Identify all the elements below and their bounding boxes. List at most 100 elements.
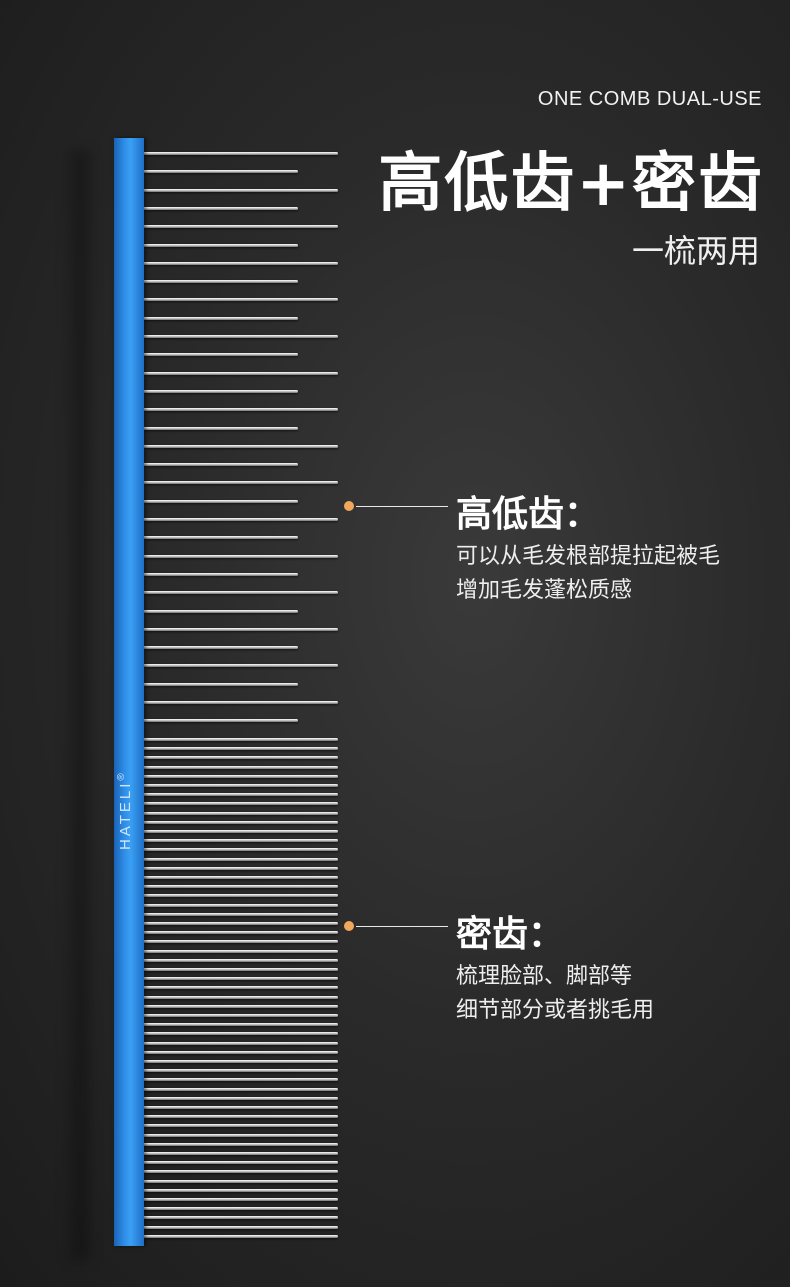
comb-tooth: [144, 243, 298, 247]
comb-tooth: [144, 1225, 338, 1229]
comb-tooth: [144, 1004, 338, 1008]
registered-mark: ®: [116, 773, 127, 781]
comb-tooth: [144, 774, 338, 778]
comb-tooth: [144, 1198, 338, 1201]
callout-desc-line: 细节部分或者挑毛用: [456, 998, 655, 1023]
comb-tooth: [144, 1188, 338, 1192]
comb-tooth: [144, 1041, 338, 1045]
comb-tooth: [144, 335, 338, 338]
comb-tooth: [144, 408, 338, 412]
comb-tooth: [144, 664, 338, 668]
comb-tooth: [144, 885, 338, 889]
comb-tooth: [144, 1023, 338, 1027]
comb-tooth: [144, 518, 338, 521]
comb-tooth: [144, 316, 298, 320]
comb-tooth: [144, 1207, 338, 1211]
comb-tooth: [144, 857, 338, 861]
comb-tooth: [144, 931, 338, 935]
comb-tooth: [144, 280, 298, 284]
comb-tooth: [144, 1161, 338, 1165]
comb-tooth: [144, 261, 338, 265]
comb-tooth: [144, 820, 338, 824]
comb-tooth: [144, 426, 298, 430]
callout-dot: [344, 501, 354, 511]
comb-tooth: [144, 1124, 338, 1128]
comb-tooth: [144, 793, 338, 797]
comb-tooth: [144, 903, 338, 907]
comb-tooth: [144, 481, 338, 485]
comb-tooth: [144, 876, 338, 879]
comb-tooth: [144, 627, 338, 631]
comb-tooth: [144, 866, 338, 870]
comb-tooth: [144, 1087, 338, 1091]
comb-tooth: [144, 206, 298, 210]
callout-desc-dense-teeth: 梳理脸部、脚部等 细节部分或者挑毛用: [456, 960, 654, 1028]
comb-tooth: [144, 830, 338, 833]
callout-title-dense-teeth: 密齿：: [456, 914, 565, 955]
callout-desc-line: 梳理脸部、脚部等: [456, 964, 633, 989]
comb-tooth: [144, 463, 298, 467]
comb-tooth: [144, 1106, 338, 1109]
tagline: 一梳两用: [631, 232, 760, 270]
comb-tooth: [144, 784, 338, 787]
comb-tooth: [144, 646, 298, 650]
comb-tooth: [144, 977, 338, 981]
brand-logo: HATELI®: [116, 773, 134, 850]
comb-tooth: [144, 1170, 338, 1174]
callout-desc-line: 可以从毛发根部提拉起被毛: [456, 544, 721, 569]
subtitle-en: ONE COMB DUAL-USE: [537, 88, 762, 110]
comb-tooth: [144, 848, 338, 852]
comb-tooth: [144, 958, 338, 962]
callout-leader-line: [356, 506, 448, 507]
comb-tooth: [144, 225, 338, 229]
comb-tooth: [144, 839, 338, 843]
comb-tooth: [144, 1142, 338, 1146]
comb-tooth: [144, 188, 338, 192]
comb-tooth: [144, 1216, 338, 1220]
comb-tooth: [144, 389, 298, 393]
comb-tooth: [144, 371, 338, 375]
comb-tooth: [144, 1032, 338, 1036]
comb-tooth: [144, 591, 338, 595]
comb-shadow: [64, 150, 94, 1260]
comb-tooth: [144, 1115, 338, 1119]
callout-desc-high-low-teeth: 可以从毛发根部提拉起被毛 增加毛发蓬松质感: [456, 540, 720, 608]
comb-tooth: [144, 1234, 338, 1238]
comb-tooth: [144, 572, 298, 576]
callout-title-high-low-teeth: 高低齿：: [456, 494, 601, 535]
comb-tooth: [144, 1133, 338, 1137]
comb-illustration: HATELI®: [0, 0, 360, 1287]
comb-tooth: [144, 298, 338, 302]
comb-tooth: [144, 152, 338, 155]
comb-tooth: [144, 802, 338, 806]
comb-tooth: [144, 747, 338, 751]
comb-tooth: [144, 609, 298, 613]
comb-tooth: [144, 949, 338, 953]
comb-tooth: [144, 922, 338, 925]
comb-tooth: [144, 912, 338, 916]
comb-tooth: [144, 1060, 338, 1063]
comb-tooth: [144, 738, 338, 741]
comb-tooth: [144, 1014, 338, 1017]
callout-desc-line: 增加毛发蓬松质感: [456, 578, 633, 603]
callout-leader-line: [356, 926, 448, 927]
comb-tooth: [144, 765, 338, 769]
comb-tooth: [144, 1078, 338, 1082]
comb-tooth: [144, 682, 298, 686]
comb-tooth: [144, 719, 298, 723]
comb-tooth: [144, 894, 338, 898]
comb-tooth: [144, 756, 338, 760]
callout-dot: [344, 921, 354, 931]
comb-tooth: [144, 170, 298, 174]
brand-name: HATELI: [117, 780, 134, 850]
comb-tooth: [144, 811, 338, 815]
comb-spine: [114, 138, 144, 1246]
comb-tooth: [144, 353, 298, 357]
comb-tooth: [144, 1069, 338, 1073]
comb-tooth: [144, 554, 338, 558]
page-title: 高低齿+密齿: [378, 147, 764, 221]
comb-tooth: [144, 995, 338, 999]
comb-tooth: [144, 444, 338, 448]
comb-tooth: [144, 1152, 338, 1155]
comb-tooth: [144, 968, 338, 971]
